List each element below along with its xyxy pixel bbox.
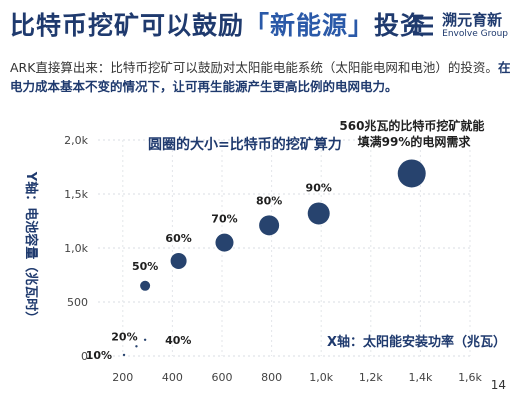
annotation-text: 560兆瓦的比特币挖矿就能 填满99%的电网需求 [339,118,488,149]
x-tick-label: 1,4k [408,371,432,384]
bubble-point [140,280,151,291]
point-layer: 10% 20% 40% 50% 60% 70% 80% 90% [86,159,426,362]
tick-layer: 0 500 1,0k 1,5k 2,0k 200 400 600 800 1,0k 1,2k 1,4k… [64,134,482,384]
bubble-label: 10% [86,349,112,362]
grid-layer [98,139,471,357]
intro-line-1: ARK直接算出来：比特币挖矿可以鼓励对太阳能电能系统（太阳能电网和电池）的投资。 [10,60,498,75]
x-tick-label: 1,6k [458,371,482,384]
y-tick-label: 2,0k [64,134,88,147]
bubble-label: 50% [132,260,158,273]
bubble-point [307,202,330,225]
x-axis-label: X轴：太阳能安装功率（兆瓦） [327,334,506,350]
bubble-point [122,353,126,357]
page-number: 14 [490,378,506,392]
bubble-label: 90% [306,181,332,194]
bubble-point [135,345,138,348]
x-tick-label: 200 [112,371,133,384]
bubble-point [170,252,187,269]
bubble-point [143,338,147,341]
title-main: 比特币挖矿可以鼓励 [10,11,245,40]
page-title: 比特币挖矿可以鼓励「新能源」投资 [10,6,426,42]
bubble-label: 60% [165,232,191,245]
x-tick-label: 800 [261,371,282,384]
logo-name-cn: 溯元育新 [442,11,503,29]
brand-logo: 溯元育新 Envolve Group [410,12,508,40]
intro-paragraph: ARK直接算出来：比特币挖矿可以鼓励对太阳能电能系统（太阳能电网和电池）的投资。… [10,58,512,96]
bubble-size-note: 圆圈的大小=比特币的挖矿算力 [148,136,342,153]
bubble-label: 70% [211,213,237,226]
title-highlight: 「新能源」 [244,11,375,40]
y-tick-label: 1,5k [64,188,88,201]
bubble-label: 80% [256,194,282,207]
y-axis-label: Y轴：电池容量（兆瓦时） [23,171,39,324]
x-tick-label: 600 [212,371,233,384]
annotation-line-1: 560兆瓦的比特币挖矿就能 [339,118,484,133]
logo-icon [413,16,434,36]
x-tick-label: 400 [162,371,183,384]
bubble-chart: 0 500 1,0k 1,5k 2,0k 200 400 600 800 1,0k 1,2k 1,4k… [23,118,506,384]
bubble-point [215,233,234,252]
bubble-label: 20% [111,330,137,343]
annotation-line-2: 填满99%的电网需求 [358,134,472,149]
logo-name-en: Envolve Group [442,29,508,39]
bubble-label: 40% [165,334,191,347]
bubble-point [259,215,280,236]
intro-line-2: 在电力成本基本不变的情况下，让可再生能源产生更高比例的电网电力。 [10,60,511,94]
y-tick-label: 1,0k [64,242,88,255]
x-tick-label: 1,2k [359,371,383,384]
y-tick-label: 500 [67,296,88,309]
bubble-point [397,159,426,188]
x-tick-label: 1,0k [309,371,333,384]
y-tick-label: 0 [81,350,88,363]
